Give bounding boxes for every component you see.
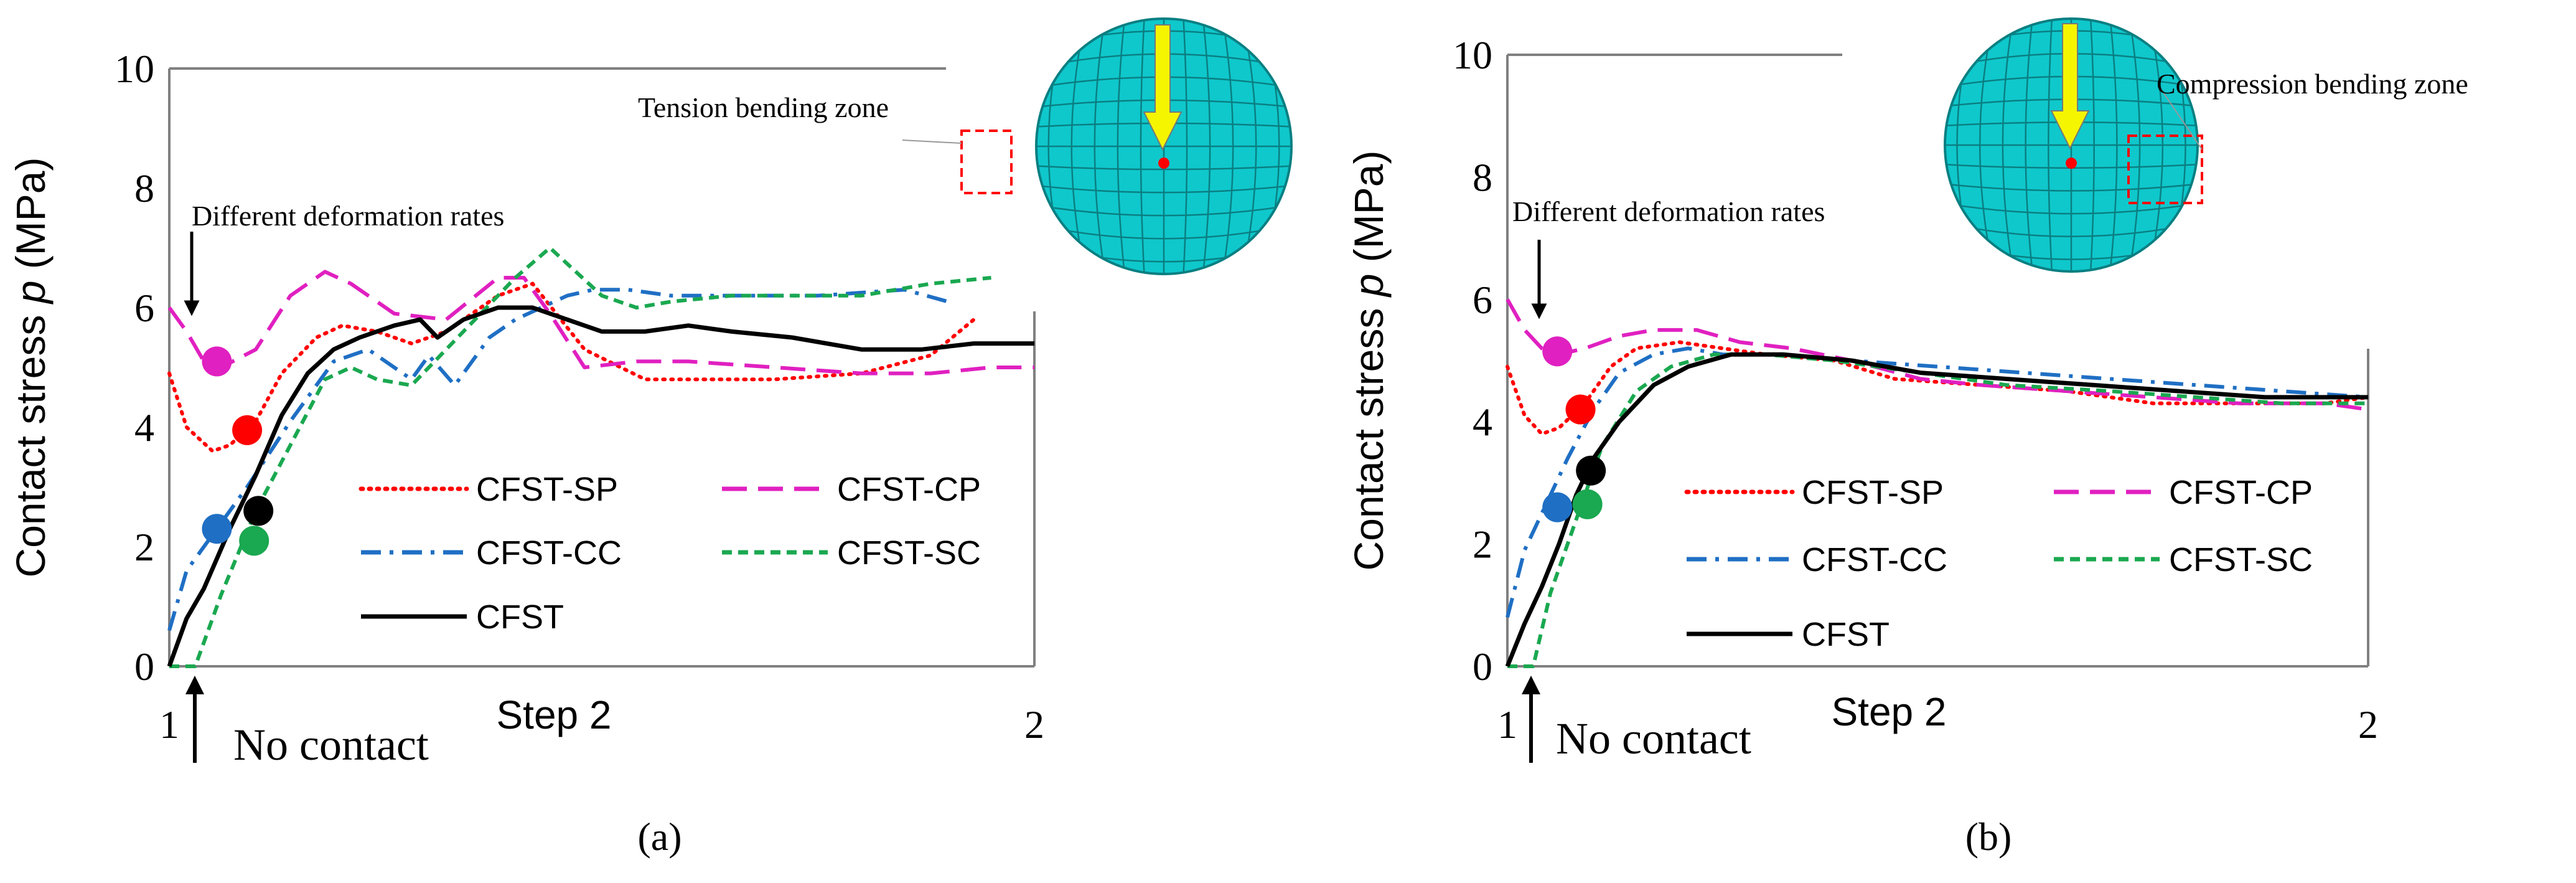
panel-a-step-label: Step 2 [496, 692, 611, 737]
legend-label-cfst-cp: CFST-CP [837, 471, 981, 508]
load-point-dot [1158, 158, 1169, 169]
panel-a-deformation-label: Different deformation rates [192, 200, 504, 232]
series-line-cfst [1505, 352, 2368, 668]
panel-a-y-axis-label: Contact stress p (MPa) [7, 158, 54, 578]
panel-b-y-tick-label: 4 [1473, 400, 1492, 444]
panel-b-markers [1542, 336, 1606, 522]
zone-leader-line [902, 139, 962, 144]
panel-a-y-tick-label: 10 [115, 47, 154, 91]
bending-zone-box [960, 130, 1013, 194]
legend-label-cfst-sp: CFST-SP [476, 471, 618, 508]
panel-b-x-tick-label: 1 [1497, 702, 1517, 747]
series-line-cfst-sc [1507, 352, 2368, 668]
panel-a-x-tick-label: 1 [159, 702, 179, 747]
series-line-cfst-sc [169, 246, 991, 668]
panel-b-y-tick-label: 10 [1453, 33, 1492, 77]
panel-b-no-contact-label: No contact [1556, 714, 1751, 763]
panel-b-y-tick-label: 2 [1473, 522, 1492, 567]
series-line-cfst-sp [1506, 340, 2370, 436]
panel-b-step-label: Step 2 [1831, 689, 1946, 734]
series-line-cfst-cc [167, 288, 948, 631]
panel-a-y-tick-label: 8 [134, 166, 154, 210]
panel-a-markers [202, 346, 274, 556]
zone-leader-line [2159, 87, 2203, 150]
series-marker-cfst-cp [1542, 336, 1573, 367]
panel-b-x-tick-label: 2 [2358, 702, 2378, 747]
series-marker-cfst-sc [239, 526, 269, 556]
series-marker-cfst [1576, 455, 1606, 486]
series-marker-cfst [243, 496, 274, 526]
series-marker-cfst-cc [1542, 492, 1573, 522]
panel-a-y-ticks: 0 2 4 6 8 10 [115, 47, 154, 689]
legend-label-cfst-sp: CFST-SP [1802, 474, 1944, 511]
panel-b-cross-section-diagram [1944, 17, 2203, 273]
legend-label-cfst: CFST [476, 598, 564, 636]
legend-label-cfst-cp: CFST-CP [2169, 474, 2313, 511]
series-line-cfst [167, 305, 1034, 668]
panel-a-zone-label: Tension bending zone [638, 92, 889, 123]
series-marker-cfst-sp [232, 415, 263, 445]
panel-a-cross-section-diagram [902, 17, 1293, 275]
panel-a-y-tick-label: 2 [134, 525, 154, 569]
legend-label-cfst: CFST [1802, 616, 1890, 653]
panel-a-legend: CFST-SP CFST-CP CFST-CC CFST-SC CFST [358, 471, 981, 636]
series-marker-cfst-cc [202, 514, 232, 544]
load-point-dot [2066, 158, 2077, 169]
panel-b-deformation-label: Different deformation rates [1512, 196, 1825, 227]
legend-label-cfst-sc: CFST-SC [837, 534, 981, 572]
series-line-cfst-cc [1506, 346, 2369, 618]
panel-a-x-tick-label: 2 [1024, 702, 1044, 747]
panel-b-y-tick-label: 6 [1473, 278, 1492, 322]
panel-b-y-tick-label: 0 [1473, 645, 1492, 689]
series-marker-cfst-cp [202, 346, 232, 377]
panel-a-y-tick-label: 6 [134, 286, 154, 330]
series-line-cfst-cp [167, 270, 1034, 375]
panel-b-y-ticks: 0 2 4 6 8 10 [1453, 33, 1492, 689]
series-line-cfst-cp [1506, 298, 2369, 412]
series-line-cfst-sp [167, 281, 976, 453]
panel-b-y-tick-label: 8 [1473, 155, 1492, 199]
load-arrow-icon [2050, 23, 2090, 150]
legend-label-cfst-sc: CFST-SC [2169, 541, 2313, 578]
caption-a: (a) [637, 815, 681, 859]
bending-zone-box [2127, 135, 2203, 204]
panel-b-legend: CFST-SP CFST-CP CFST-CC CFST-SC CFST [1684, 474, 2313, 653]
series-marker-cfst-sp [1565, 394, 1596, 425]
panel-a-no-contact-label: No contact [233, 720, 429, 770]
panel-b-y-axis-label: Contact stress p (MPa) [1346, 151, 1392, 571]
panel-b-series [1505, 298, 2370, 668]
legend-label-cfst-cc: CFST-CC [476, 534, 622, 572]
panel-b-zone-label: Compression bending zone [2157, 68, 2468, 100]
legend-label-cfst-cc: CFST-CC [1802, 541, 1947, 578]
panel-a-y-tick-label: 4 [134, 405, 154, 450]
panel-a-series [167, 246, 1034, 668]
series-marker-cfst-sc [1572, 489, 1603, 519]
panel-a-y-tick-label: 0 [134, 645, 154, 689]
load-arrow-icon [1143, 24, 1183, 151]
caption-b: (b) [1965, 815, 2012, 859]
